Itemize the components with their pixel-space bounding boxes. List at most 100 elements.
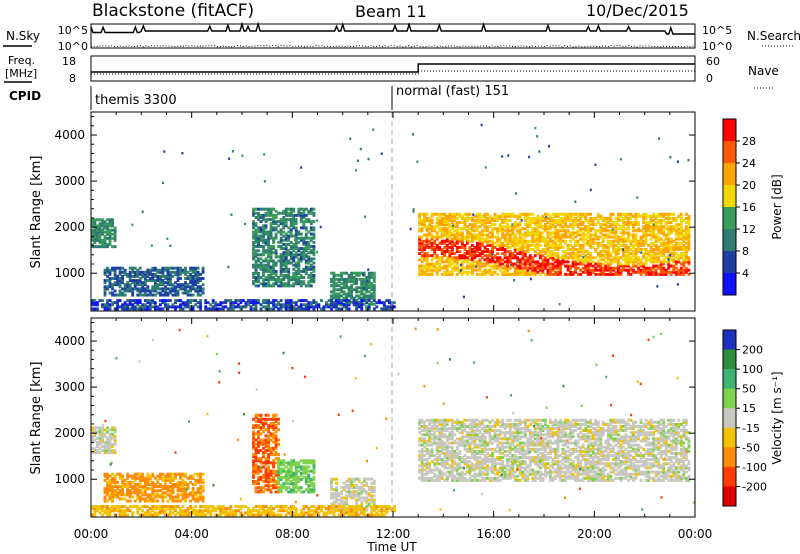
- power-cell: [309, 207, 313, 211]
- power-cell: [153, 307, 157, 311]
- power-cell: [652, 212, 656, 216]
- power-cell: [453, 237, 457, 241]
- velocity-cell: [252, 475, 255, 479]
- power-cell: [156, 277, 160, 280]
- power-cell: [486, 248, 489, 251]
- power-cell: [269, 259, 273, 263]
- power-cell: [576, 212, 580, 216]
- power-cell: [171, 289, 175, 293]
- power-cell: [345, 294, 349, 298]
- power-cell: [435, 270, 439, 274]
- power-cell: [450, 266, 454, 270]
- velocity-cell: [264, 475, 268, 479]
- power-cell: [267, 207, 271, 211]
- power-cell: [425, 239, 429, 243]
- power-cell: [674, 270, 678, 274]
- velocity-cell: [113, 449, 117, 453]
- power-cell: [302, 282, 306, 286]
- power-cell: [596, 221, 600, 225]
- power-cell: [365, 275, 369, 279]
- power-scatter-cell: [619, 157, 622, 161]
- power-cell: [511, 243, 515, 247]
- power-cell: [506, 231, 510, 235]
- power-cell: [541, 248, 545, 251]
- power-scatter-cell: [589, 188, 592, 192]
- power-cell: [622, 219, 625, 222]
- power-cell: [463, 227, 467, 231]
- power-cell: [267, 247, 271, 251]
- velocity-cell: [184, 483, 187, 486]
- velocity-cell: [254, 469, 258, 473]
- velocity-cell: [252, 434, 255, 438]
- power-cell: [307, 261, 311, 265]
- power-cell: [121, 293, 125, 297]
- power-cell: [284, 274, 288, 277]
- power-cell: [508, 233, 512, 237]
- power-cell: [682, 270, 686, 274]
- power-cell: [684, 250, 688, 254]
- power-cell: [647, 250, 651, 254]
- power-cell: [677, 229, 681, 233]
- power-cell: [606, 225, 610, 229]
- power-cell: [493, 254, 497, 258]
- power-cell: [284, 247, 288, 251]
- power-cell: [151, 274, 155, 278]
- power-cell: [544, 212, 547, 216]
- power-cell: [307, 220, 311, 224]
- power-cell: [309, 305, 313, 309]
- power-cell: [481, 223, 484, 227]
- power-cell: [644, 250, 648, 254]
- velocity-cell: [113, 491, 117, 495]
- velocity-cell: [113, 474, 117, 478]
- power-cell: [647, 243, 651, 247]
- power-cell: [272, 228, 276, 232]
- power-cell: [682, 243, 686, 247]
- power-cell: [486, 237, 489, 241]
- power-cell: [463, 270, 467, 274]
- velocity-cell: [106, 436, 109, 440]
- velocity-cell: [106, 426, 109, 430]
- power-cell: [335, 307, 338, 311]
- power-cell: [435, 235, 439, 239]
- power-cell: [471, 239, 474, 243]
- velocity-cell: [254, 482, 258, 486]
- power-cell: [299, 226, 303, 230]
- power-cell: [103, 241, 107, 245]
- power-cell: [571, 256, 575, 260]
- power-cell: [151, 277, 155, 280]
- power-cell: [128, 285, 132, 289]
- power-cell: [418, 241, 422, 245]
- power-cell: [491, 256, 494, 260]
- velocity-cell: [166, 487, 170, 491]
- power-cell: [347, 286, 351, 290]
- power-cell: [367, 280, 371, 283]
- power-cell: [551, 254, 555, 258]
- power-cell: [591, 233, 595, 237]
- power-cell: [617, 268, 620, 272]
- power-cell: [579, 229, 583, 233]
- power-cell: [614, 235, 618, 239]
- power-cell: [123, 285, 127, 289]
- power-cell: [428, 233, 432, 237]
- power-cell: [299, 218, 303, 222]
- power-cell: [332, 300, 336, 304]
- power-cell: [564, 219, 567, 222]
- power-cell: [234, 301, 238, 305]
- velocity-cell: [199, 493, 203, 497]
- power-cell: [551, 223, 555, 227]
- velocity-cell: [108, 480, 112, 484]
- power-cell: [617, 214, 620, 218]
- power-cell: [425, 272, 429, 276]
- power-cell: [506, 262, 510, 266]
- power-cell: [445, 250, 449, 254]
- power-cell: [164, 289, 167, 293]
- power-cell: [131, 274, 135, 278]
- power-cell: [121, 305, 125, 309]
- velocity-cell: [279, 463, 283, 467]
- power-cell: [289, 220, 293, 224]
- power-cell: [637, 258, 640, 262]
- power-cell: [483, 237, 487, 241]
- power-cell: [561, 262, 565, 266]
- power-cell: [284, 267, 288, 271]
- power-cell: [629, 216, 633, 220]
